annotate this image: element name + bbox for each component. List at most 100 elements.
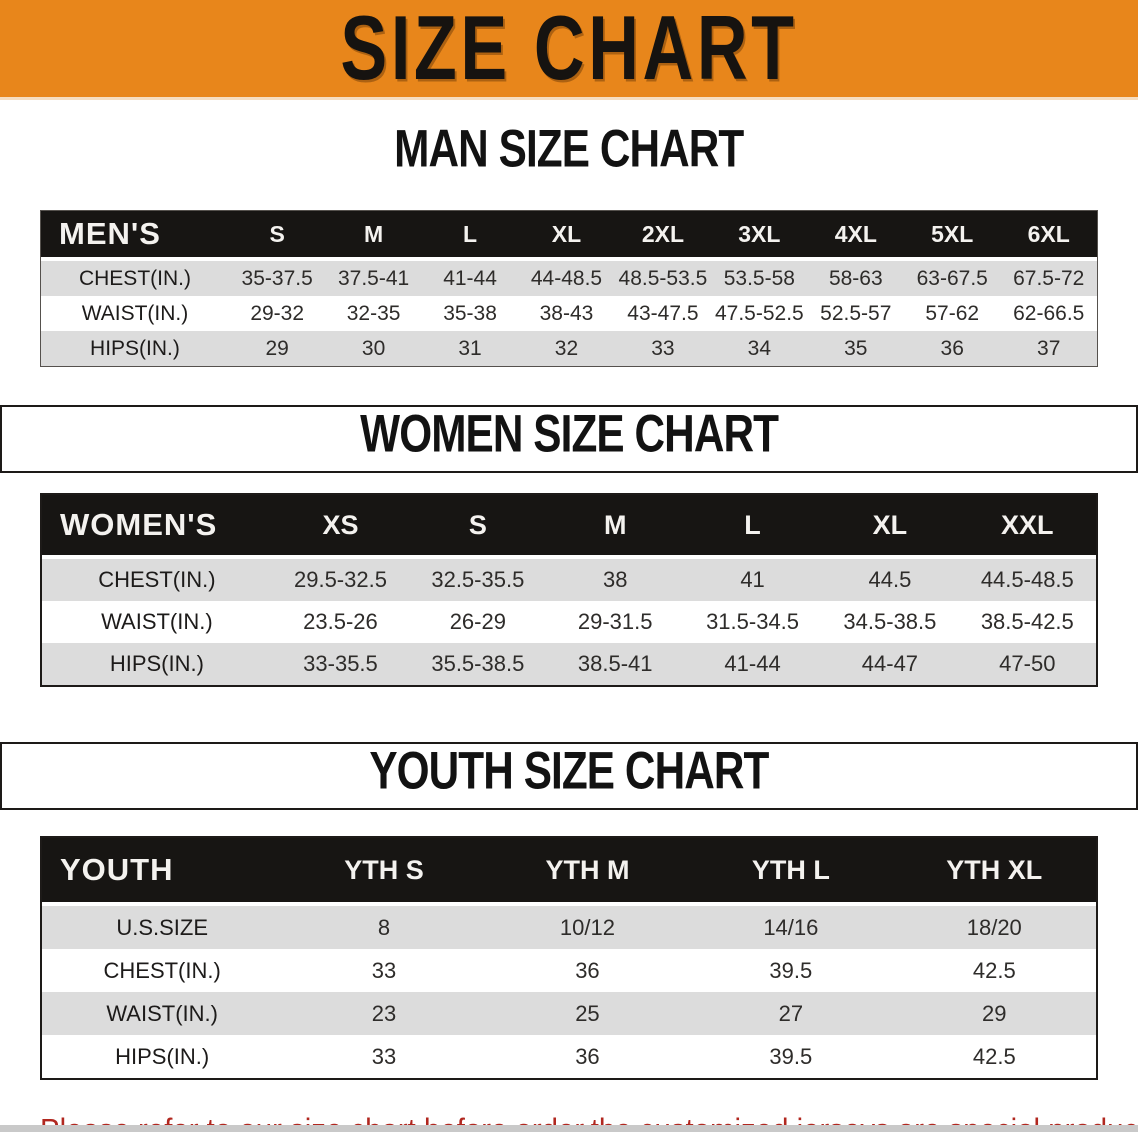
- measurement-value: 62-66.5: [1000, 296, 1097, 331]
- measurement-label: CHEST(IN.): [42, 949, 283, 992]
- measurement-value: 23.5-26: [271, 601, 410, 643]
- youth-chart-heading: YOUTH SIZE CHART: [0, 740, 1138, 810]
- size-column-header: 5XL: [904, 211, 1001, 257]
- measurement-value: 31.5-34.5: [683, 601, 822, 643]
- measurement-value: 35-38: [421, 296, 519, 331]
- measurement-row: WAIST(IN.) 23 25 27 29: [42, 992, 1096, 1035]
- measurement-value: 30: [325, 331, 422, 366]
- measurement-row: HIPS(IN.) 33-35.5 35.5-38.5 38.5-41 41-44 44-…: [42, 643, 1096, 685]
- women-size-table: WOMEN'S XS S M L XL XXL CHEST(IN.) 29.5-32.5 32…: [40, 493, 1098, 687]
- men-size-table: MEN'S S M L XL 2XL 3XL 4XL 5XL 6XL CHEST(IN.) 35-…: [40, 210, 1098, 367]
- measurement-value: 29-31.5: [546, 601, 684, 643]
- measurement-value: 39.5: [689, 1035, 893, 1078]
- measurement-label: CHEST(IN.): [42, 555, 272, 601]
- men-group-label: MEN'S: [41, 211, 229, 257]
- measurement-value: 39.5: [689, 949, 893, 992]
- measurement-value: 42.5: [892, 1035, 1096, 1078]
- women-size-table-header: WOMEN'S XS S M L XL XXL: [42, 495, 1096, 555]
- men-size-table-header: MEN'S S M L XL 2XL 3XL 4XL 5XL 6XL: [41, 211, 1097, 257]
- measurement-value: 47-50: [958, 643, 1096, 685]
- measurement-value: 44.5-48.5: [958, 555, 1096, 601]
- measurement-row: CHEST(IN.) 33 36 39.5 42.5: [42, 949, 1096, 992]
- men-chart-heading: MAN SIZE CHART: [0, 118, 1138, 186]
- measurement-value: 47.5-52.5: [711, 296, 808, 331]
- youth-size-table-body: U.S.SIZE 8 10/12 14/16 18/20 CHEST(IN.) 33 36 39…: [42, 902, 1096, 1078]
- measurement-value: 63-67.5: [904, 257, 1001, 296]
- measurement-label: U.S.SIZE: [42, 902, 283, 949]
- measurement-value: 18/20: [892, 902, 1096, 949]
- women-header-row: WOMEN'S XS S M L XL XXL: [42, 495, 1096, 555]
- measurement-value: 43-47.5: [614, 296, 712, 331]
- measurement-label: CHEST(IN.): [41, 257, 229, 296]
- measurement-value: 33-35.5: [271, 643, 410, 685]
- measurement-label: WAIST(IN.): [42, 992, 283, 1035]
- measurement-value: 38-43: [518, 296, 615, 331]
- youth-size-table-header: YOUTH YTH S YTH M YTH L YTH XL: [42, 838, 1096, 902]
- size-chart-banner: SIZE CHART: [0, 0, 1138, 100]
- measurement-value: 10/12: [485, 902, 690, 949]
- measurement-label: WAIST(IN.): [41, 296, 229, 331]
- size-column-header: L: [683, 495, 822, 555]
- measurement-value: 52.5-57: [807, 296, 905, 331]
- bottom-strip: [0, 1125, 1138, 1132]
- measurement-value: 31: [421, 331, 519, 366]
- measurement-value: 29.5-32.5: [271, 555, 410, 601]
- women-chart-heading: WOMEN SIZE CHART: [0, 403, 1138, 473]
- measurement-value: 33: [614, 331, 712, 366]
- measurement-value: 44.5: [821, 555, 959, 601]
- measurement-value: 32-35: [325, 296, 422, 331]
- size-column-header: M: [325, 211, 422, 257]
- women-group-label: WOMEN'S: [42, 495, 272, 555]
- measurement-value: 35: [807, 331, 905, 366]
- measurement-label: HIPS(IN.): [42, 643, 272, 685]
- size-column-header: S: [228, 211, 326, 257]
- measurement-value: 8: [282, 902, 486, 949]
- size-column-header: YTH XL: [892, 838, 1096, 902]
- size-column-header: YTH M: [485, 838, 690, 902]
- measurement-value: 37: [1000, 331, 1097, 366]
- measurement-value: 38.5-42.5: [958, 601, 1096, 643]
- size-column-header: YTH S: [282, 838, 486, 902]
- measurement-label: WAIST(IN.): [42, 601, 272, 643]
- banner-title: SIZE CHART: [340, 0, 798, 99]
- measurement-value: 33: [282, 949, 486, 992]
- men-header-row: MEN'S S M L XL 2XL 3XL 4XL 5XL 6XL: [41, 211, 1097, 257]
- youth-header-row: YOUTH YTH S YTH M YTH L YTH XL: [42, 838, 1096, 902]
- measurement-value: 36: [485, 1035, 690, 1078]
- measurement-value: 34: [711, 331, 808, 366]
- men-chart-heading-text: MAN SIZE CHART: [394, 118, 744, 178]
- measurement-value: 41-44: [683, 643, 822, 685]
- measurement-value: 42.5: [892, 949, 1096, 992]
- measurement-value: 35.5-38.5: [409, 643, 547, 685]
- women-chart-heading-text: WOMEN SIZE CHART: [360, 403, 779, 463]
- measurement-value: 36: [904, 331, 1001, 366]
- youth-group-label: YOUTH: [42, 838, 283, 902]
- measurement-value: 57-62: [904, 296, 1001, 331]
- measurement-value: 41: [683, 555, 822, 601]
- measurement-value: 29-32: [228, 296, 326, 331]
- measurement-value: 26-29: [409, 601, 547, 643]
- youth-size-table: YOUTH YTH S YTH M YTH L YTH XL U.S.SIZE 8 10/…: [40, 836, 1098, 1080]
- measurement-row: HIPS(IN.) 33 36 39.5 42.5: [42, 1035, 1096, 1078]
- measurement-label: HIPS(IN.): [42, 1035, 283, 1078]
- measurement-value: 33: [282, 1035, 486, 1078]
- size-column-header: YTH L: [689, 838, 893, 902]
- measurement-value: 32: [518, 331, 615, 366]
- measurement-value: 29: [228, 331, 326, 366]
- women-size-table-body: CHEST(IN.) 29.5-32.5 32.5-35.5 38 41 44.5 44.5…: [42, 555, 1096, 685]
- size-column-header: L: [421, 211, 519, 257]
- measurement-row: HIPS(IN.) 29 30 31 32 33 34 35 36 37: [41, 331, 1097, 366]
- measurement-value: 44-48.5: [518, 257, 615, 296]
- men-size-table-body: CHEST(IN.) 35-37.5 37.5-41 41-44 44-48.5 48.5…: [41, 257, 1097, 366]
- size-column-header: M: [546, 495, 684, 555]
- measurement-value: 36: [485, 949, 690, 992]
- measurement-value: 48.5-53.5: [614, 257, 712, 296]
- size-column-header: 6XL: [1000, 211, 1097, 257]
- size-column-header: 2XL: [614, 211, 712, 257]
- measurement-value: 38.5-41: [546, 643, 684, 685]
- measurement-row: CHEST(IN.) 35-37.5 37.5-41 41-44 44-48.5 48.5…: [41, 257, 1097, 296]
- measurement-value: 58-63: [807, 257, 905, 296]
- measurement-value: 67.5-72: [1000, 257, 1097, 296]
- measurement-value: 38: [546, 555, 684, 601]
